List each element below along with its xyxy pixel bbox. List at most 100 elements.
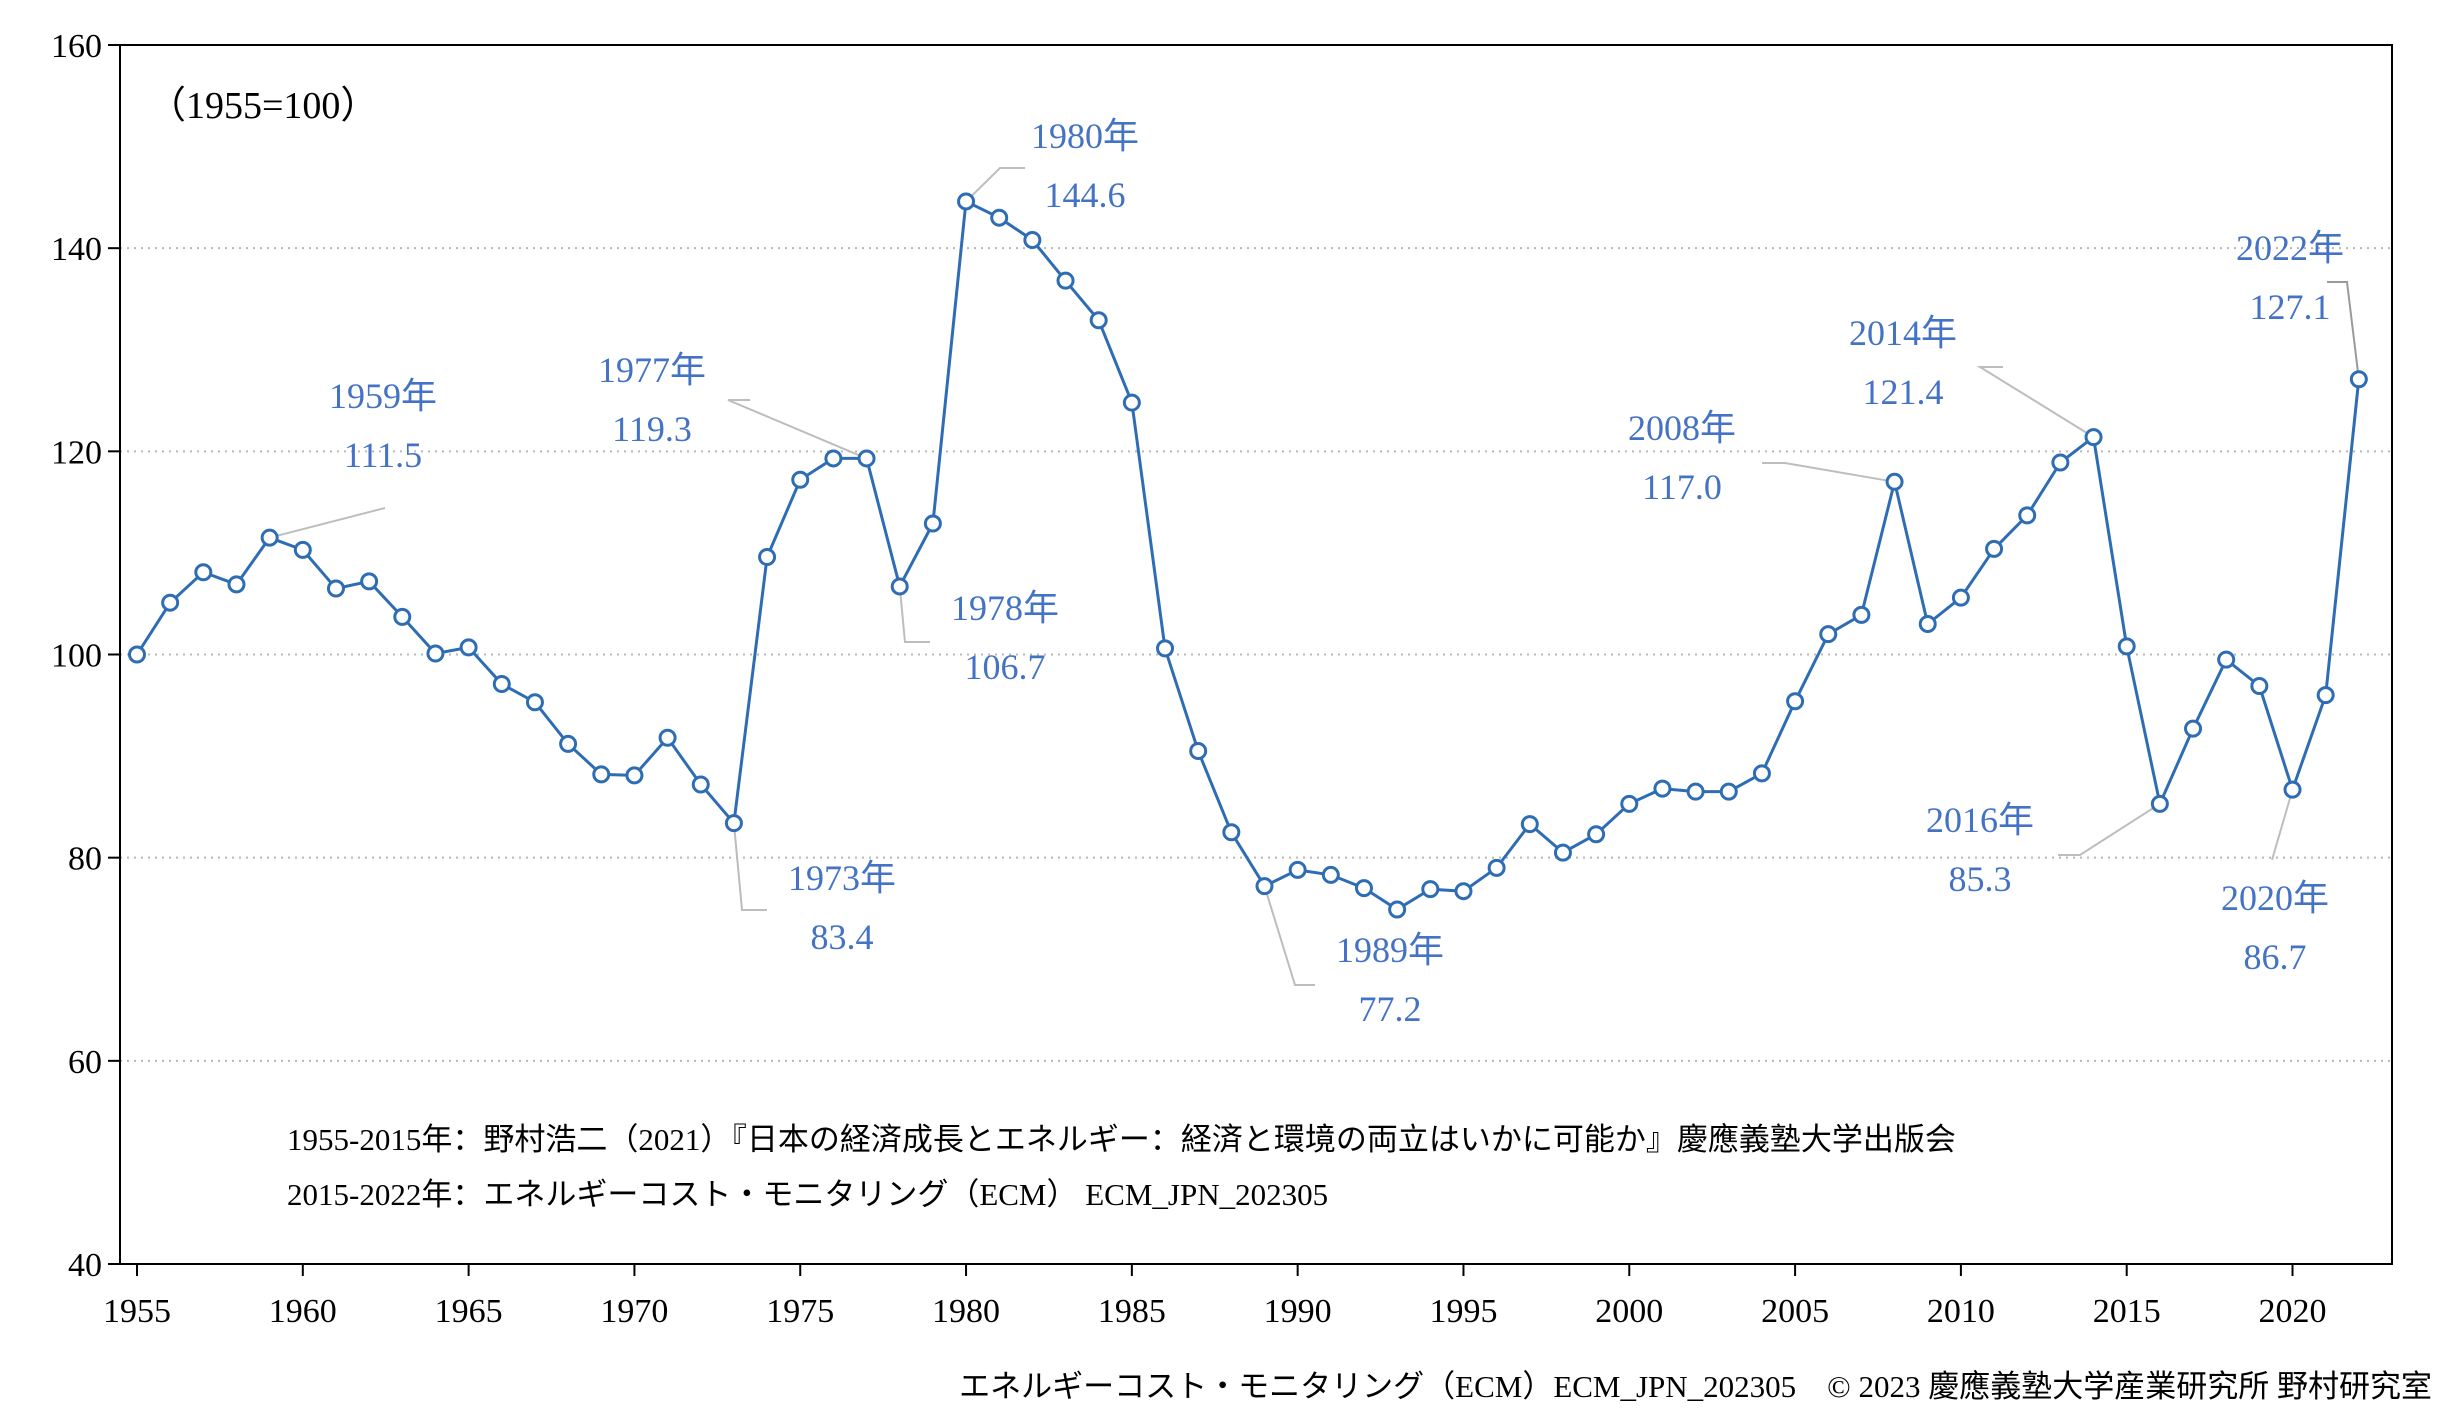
annotation-year-1978: 1978年 [951, 588, 1059, 628]
data-point-1976 [824, 449, 843, 468]
annotation-year-2020: 2020年 [2221, 878, 2329, 918]
annotation-year-2022: 2022年 [2236, 228, 2344, 268]
x-tick-label: 2010 [1927, 1293, 1995, 1330]
annotation-value-2014: 121.4 [1863, 372, 1944, 412]
annotation-year-2008: 2008年 [1628, 408, 1736, 448]
data-point-1964 [426, 644, 445, 663]
y-tick-label: 60 [68, 1044, 102, 1081]
data-point-1975 [791, 470, 810, 489]
y-tick-label: 120 [51, 434, 102, 471]
annotation-value-1989: 77.2 [1359, 989, 1422, 1029]
data-point-1977 [857, 449, 876, 468]
leader-line-2016 [2058, 802, 2161, 856]
data-point-1972 [691, 775, 710, 794]
data-point-1979 [923, 514, 942, 533]
annotation-value-2008: 117.0 [1642, 467, 1722, 507]
data-point-1996 [1487, 858, 1506, 877]
data-point-2003 [1719, 782, 1738, 801]
data-point-2000 [1620, 794, 1639, 813]
data-point-2007 [1852, 605, 1871, 624]
data-point-1995 [1454, 882, 1473, 901]
data-point-1982 [1023, 231, 1042, 250]
data-point-2020 [2283, 780, 2302, 799]
annotation-year-2016: 2016年 [1926, 800, 2034, 840]
data-point-1970 [625, 766, 644, 785]
x-tick-label: 1995 [1429, 1293, 1497, 1330]
data-point-2022 [2349, 370, 2368, 389]
data-point-1994 [1421, 880, 1440, 899]
annotation-value-1980: 144.6 [1045, 175, 1126, 215]
leader-line-2008 [1762, 462, 1895, 483]
data-point-2017 [2184, 719, 2203, 738]
data-point-1987 [1189, 742, 1208, 761]
leader-line-2020 [2271, 789, 2294, 861]
leader-line-1959 [269, 507, 386, 539]
y-tick-label: 140 [51, 231, 102, 268]
annotation-year-2014: 2014年 [1849, 313, 1957, 353]
data-point-2001 [1653, 779, 1672, 798]
data-point-2014 [2084, 428, 2103, 447]
annotation-value-1959: 111.5 [344, 435, 422, 475]
data-point-1967 [525, 693, 544, 712]
data-point-1984 [1089, 311, 1108, 330]
annotation-year-1959: 1959年 [329, 376, 437, 416]
data-point-1989 [1255, 877, 1274, 896]
x-tick-label: 2015 [2093, 1293, 2161, 1330]
source-note-1: 1955-2015年：野村浩二（2021）『日本の経済成長とエネルギー：経済と環… [287, 1122, 1956, 1157]
leader-line-2022 [2327, 281, 2360, 380]
unit-note: （1955=100） [148, 85, 378, 127]
data-point-2016 [2150, 794, 2169, 813]
leader-line-1980 [965, 167, 1025, 203]
data-point-1961 [326, 579, 345, 598]
x-tick-label: 1960 [269, 1293, 337, 1330]
gridlines [120, 44, 2392, 1062]
data-point-1993 [1388, 900, 1407, 919]
data-point-2015 [2117, 637, 2136, 656]
data-point-1965 [459, 638, 478, 657]
annotation-leader-lines [269, 167, 2360, 986]
data-point-2021 [2316, 686, 2335, 705]
annotations: 1959年 111.5 1973年 83.4 1977年 119.3 1978年 106.7 1… [329, 116, 2344, 1029]
data-point-2019 [2250, 676, 2269, 695]
data-point-2009 [1918, 615, 1937, 634]
annotation-value-2020: 86.7 [2244, 937, 2307, 977]
data-point-1969 [592, 765, 611, 784]
annotation-year-1980: 1980年 [1031, 116, 1139, 156]
data-point-2008 [1885, 472, 1904, 491]
data-point-2002 [1686, 782, 1705, 801]
data-point-1968 [559, 734, 578, 753]
data-point-1963 [393, 607, 412, 626]
data-point-1956 [161, 593, 180, 612]
data-point-1992 [1354, 879, 1373, 898]
x-tick-label: 1980 [932, 1293, 1000, 1330]
data-point-1978 [890, 577, 909, 596]
data-point-2005 [1786, 692, 1805, 711]
data-point-2006 [1819, 625, 1838, 644]
data-point-1966 [492, 674, 511, 693]
x-tick-label: 2000 [1595, 1293, 1663, 1330]
data-point-1974 [758, 547, 777, 566]
data-point-1959 [260, 528, 279, 547]
data-point-1990 [1288, 860, 1307, 879]
x-tick-label: 1955 [103, 1293, 171, 1330]
x-tick-label: 1965 [435, 1293, 503, 1330]
leader-line-1978 [898, 586, 930, 643]
data-point-2013 [2051, 453, 2070, 472]
data-point-1957 [194, 563, 213, 582]
annotation-year-1977: 1977年 [598, 350, 706, 390]
x-tick-label: 1975 [766, 1293, 834, 1330]
annotation-year-1973: 1973年 [788, 858, 896, 898]
y-tick-label: 40 [68, 1247, 102, 1284]
data-point-2012 [2018, 506, 2037, 525]
data-point-2004 [1752, 764, 1771, 783]
data-point-1986 [1156, 639, 1175, 658]
x-tick-label: 1990 [1264, 1293, 1332, 1330]
data-point-1983 [1056, 271, 1075, 290]
leader-line-1977 [727, 399, 867, 460]
y-tick-labels: 40 60 80 100 120 140 160 [51, 28, 120, 1284]
data-point-1988 [1222, 823, 1241, 842]
source-note-2: 2015-2022年：エネルギーコスト・モニタリング（ECM） ECM_JPN_… [287, 1177, 1328, 1212]
data-point-1980 [957, 192, 976, 211]
data-point-1999 [1587, 825, 1606, 844]
